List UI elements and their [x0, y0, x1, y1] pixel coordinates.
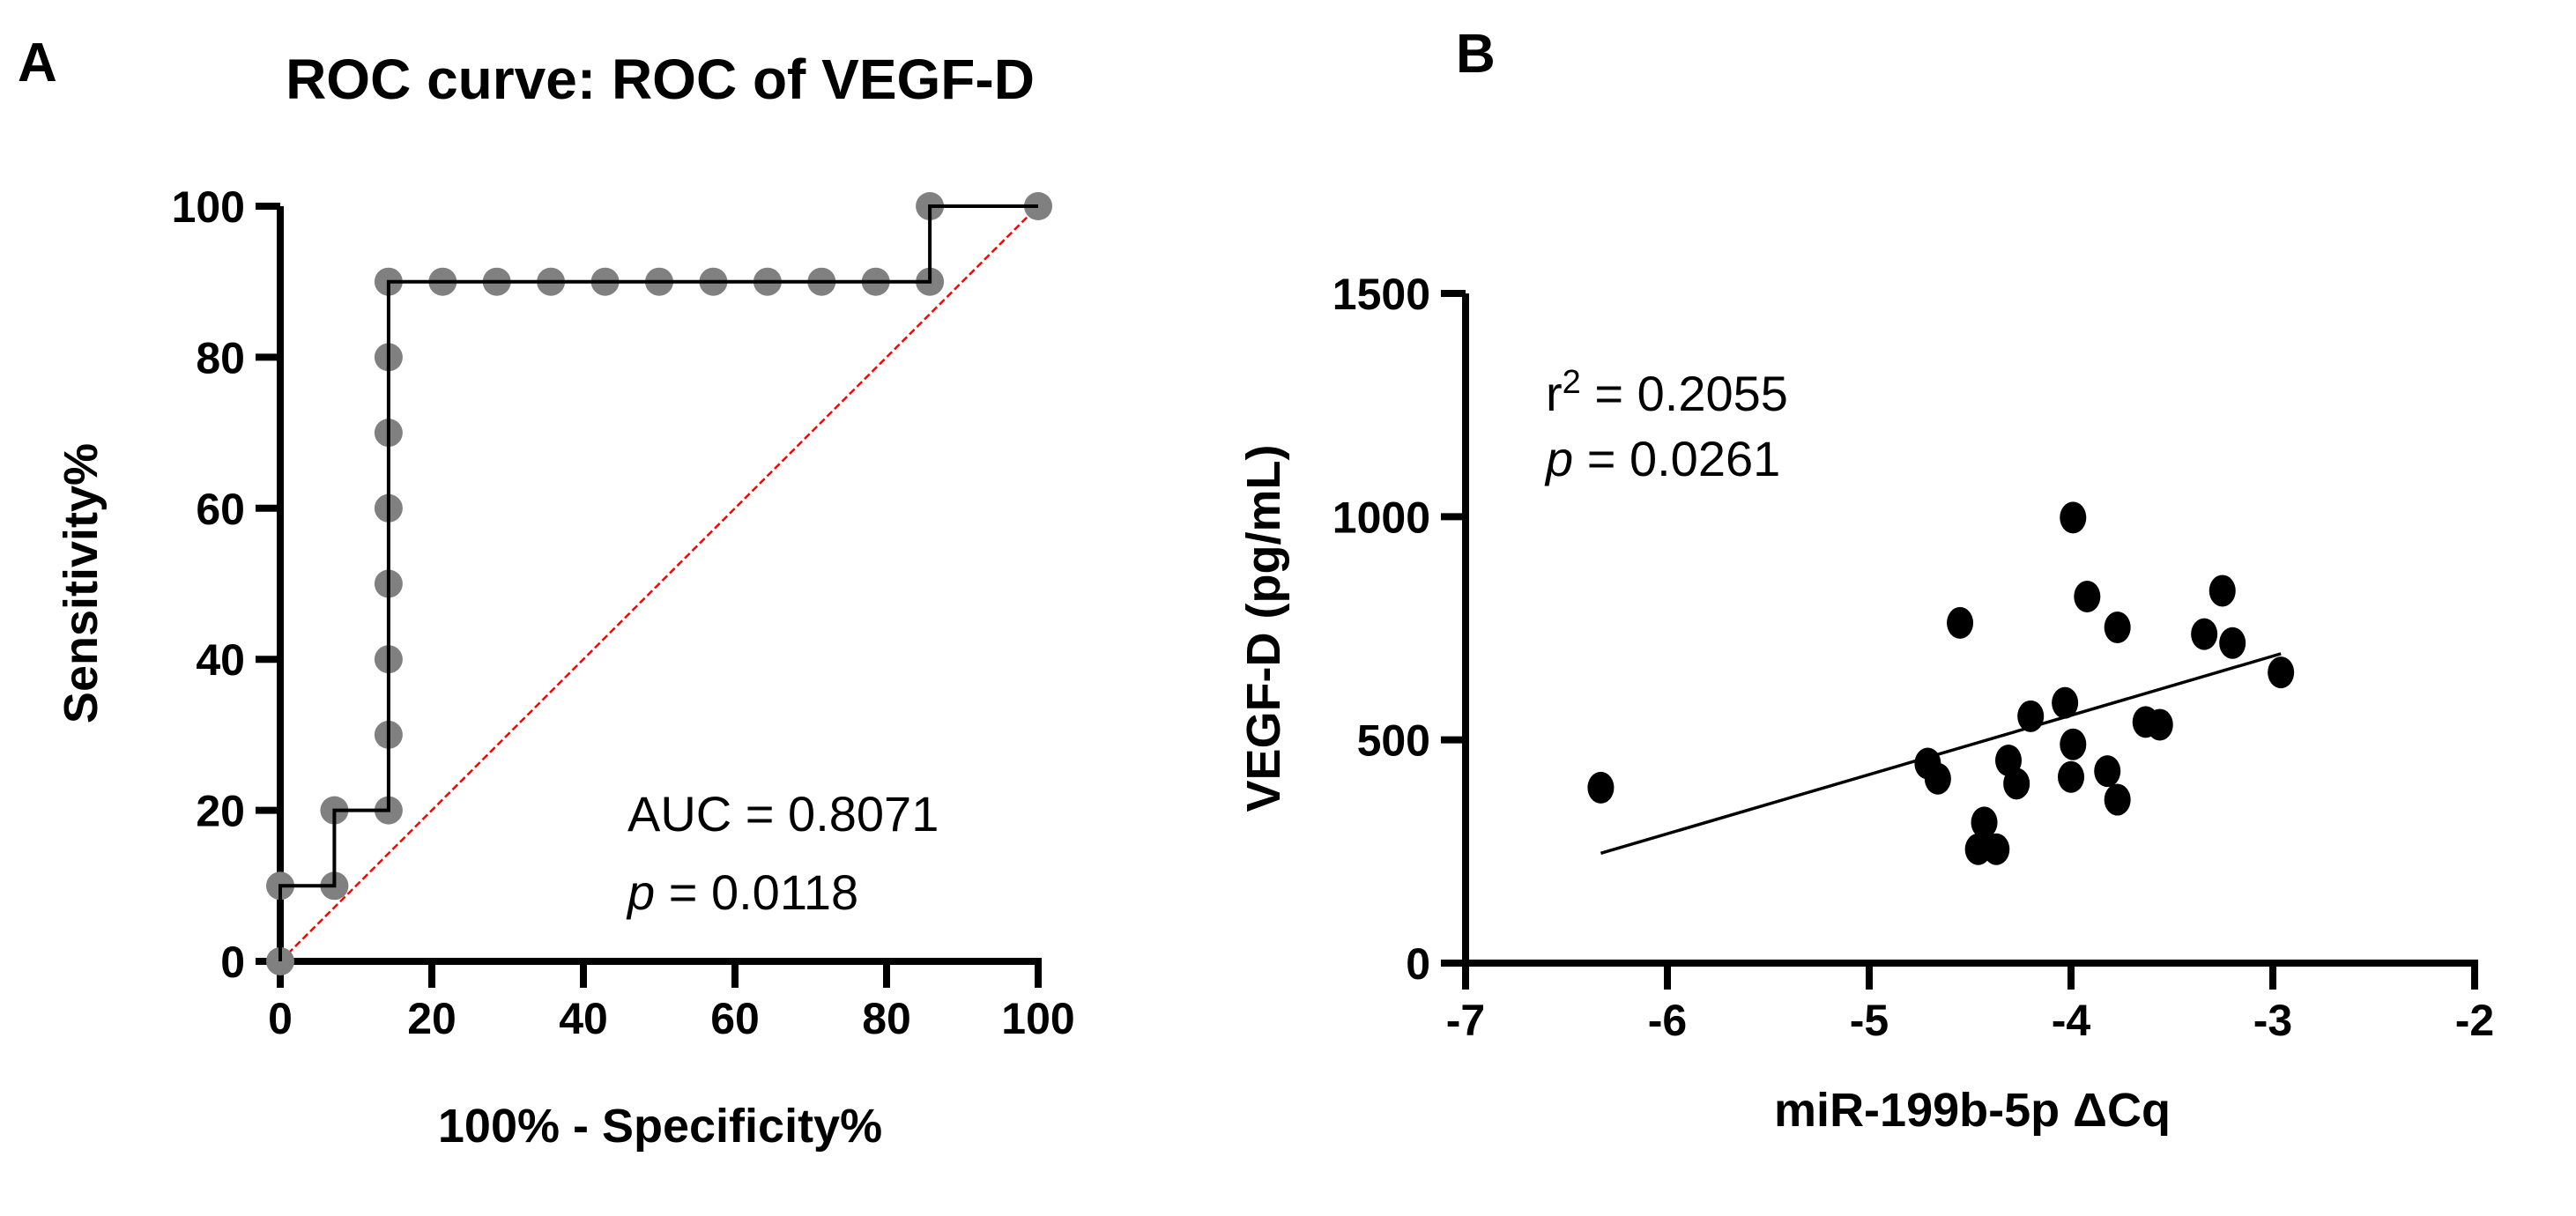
scatter-point [2060, 501, 2087, 534]
scatter-point [2209, 575, 2236, 607]
panel-label-a: A [18, 33, 57, 93]
x-tick-label: -7 [1446, 996, 1485, 1045]
roc-p-label: p [626, 864, 655, 920]
r2-sup: 2 [1563, 364, 1581, 401]
panel-label-b: B [1456, 24, 1496, 85]
roc-title: ROC curve: ROC of VEGF-D [286, 48, 1035, 111]
scatter-p-label: p [1544, 431, 1573, 486]
scatter-point [2094, 755, 2121, 788]
scatter-axes: 0 500 1000 1500 -7 -6 -5 -4 -3 -2 [1333, 270, 2494, 1045]
scatter-point [2003, 767, 2030, 800]
reference-line [279, 205, 1039, 962]
x-tick-label: -3 [2253, 996, 2292, 1045]
x-tick-label: -2 [2455, 996, 2494, 1045]
x-tick-label: 100 [1001, 994, 1074, 1043]
x-tick-label: -5 [1850, 996, 1889, 1045]
scatter-point [2191, 618, 2218, 650]
y-tick-label: 40 [196, 635, 245, 685]
y-tick-label: 1000 [1333, 493, 1430, 542]
y-tick-label: 500 [1357, 716, 1430, 766]
scatter-point [1964, 833, 1992, 865]
regression-line [1600, 652, 2282, 856]
scatter-plot [1587, 501, 2295, 865]
scatter-point [2268, 656, 2295, 689]
scatter-point [1971, 806, 1998, 839]
scatter-point [2058, 760, 2084, 793]
scatter-point [1924, 762, 1951, 795]
roc-x-label: 100% - Specificity% [438, 1100, 882, 1153]
y-tick-label: 0 [1406, 939, 1430, 989]
x-tick-label: -6 [1648, 996, 1687, 1045]
y-tick-label: 1500 [1333, 270, 1430, 319]
y-tick-label: 0 [220, 938, 245, 987]
roc-curve [278, 204, 1038, 961]
x-tick-label: 20 [407, 994, 457, 1043]
scatter-y-label: VEGF-D (pg/mL) [1237, 445, 1290, 812]
y-tick-label: 20 [196, 787, 245, 836]
roc-axes: 0 20 40 60 80 100 0 20 40 60 80 100 [172, 182, 1075, 1043]
scatter-point [2104, 783, 2131, 816]
roc-plot [266, 192, 1052, 975]
roc-y-label: Sensitivity% [55, 443, 108, 723]
r2-prefix: r [1546, 366, 1563, 421]
roc-p-annotation: p = 0.0118 [626, 864, 858, 920]
scatter-point [2219, 627, 2246, 659]
scatter-point [2074, 581, 2101, 613]
scatter-point [1947, 606, 1974, 639]
scatter-point [2104, 611, 2131, 643]
scatter-point [2146, 708, 2173, 741]
scatter-r2-annotation: r2 = 0.2055 [1546, 364, 1788, 421]
x-tick-label: 0 [268, 994, 293, 1043]
x-tick-label: 40 [559, 994, 608, 1043]
scatter-x-label: miR-199b-5p ΔCq [1774, 1084, 2171, 1137]
scatter-p-value: = 0.0261 [1573, 431, 1780, 486]
x-tick-label: 80 [862, 994, 911, 1043]
scatter-point [2052, 686, 2079, 719]
roc-p-value: = 0.0118 [655, 864, 858, 920]
r2-value: = 0.2055 [1581, 366, 1788, 421]
y-tick-label: 100 [172, 182, 245, 232]
y-tick-label: 60 [196, 485, 245, 534]
roc-auc-annotation: AUC = 0.8071 [627, 786, 939, 842]
x-tick-label: -4 [2052, 996, 2091, 1045]
scatter-point [2060, 728, 2087, 760]
scatter-p-annotation: p = 0.0261 [1544, 431, 1780, 486]
y-tick-label: 80 [196, 333, 245, 382]
x-tick-label: 60 [710, 994, 760, 1043]
scatter-point [1587, 771, 1615, 804]
scatter-point [1983, 833, 2010, 865]
